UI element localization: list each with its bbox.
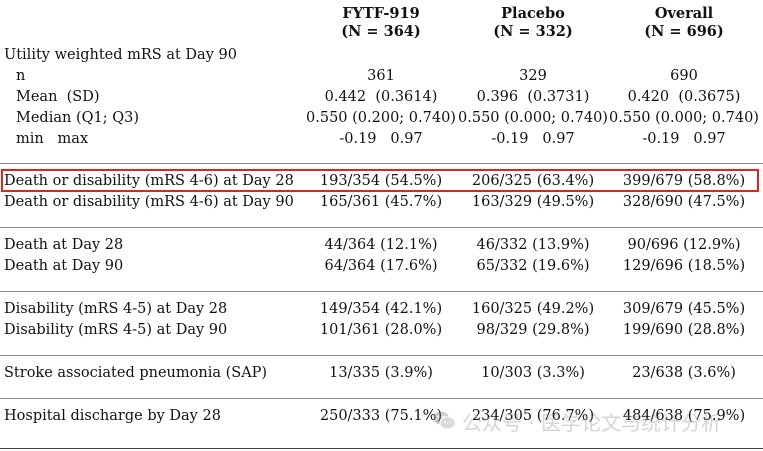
table-row: Median (Q1; Q3) 0.550 (0.200; 0.740) 0.5… [0,108,763,129]
cell-overall: -0.19 0.97 [642,131,726,147]
section-divider [0,355,763,356]
row-label: Mean (SD) [16,89,100,105]
cell-fytf919: 250/333 (75.1%) [319,408,443,424]
row-label: Hospital discharge by Day 28 [4,408,221,424]
cell-fytf919: 361 [367,68,395,84]
watermark: 公众号 · 医学论文与统计分析 [432,404,721,438]
table-row: Stroke associated pneumonia (SAP) 13/335… [0,363,763,384]
table-row: Hospital discharge by Day 28 250/333 (75… [0,406,763,427]
cell-overall: 484/638 (75.9%) [622,408,746,424]
row-label: Disability (mRS 4-5) at Day 28 [4,301,228,317]
row-label: Disability (mRS 4-5) at Day 90 [4,322,228,338]
table-row: Disability (mRS 4-5) at Day 28 149/354 (… [0,299,763,320]
row-label: Stroke associated pneumonia (SAP) [4,365,268,381]
row-label: Median (Q1; Q3) [16,110,139,126]
cell-fytf919: 64/364 (17.6%) [324,258,438,274]
cell-overall: 90/696 (12.9%) [627,237,741,253]
row-label: Utility weighted mRS at Day 90 [4,47,237,63]
cell-fytf919: 193/354 (54.5%) [319,173,443,189]
row-label: min max [16,131,89,147]
section-divider [0,163,763,164]
cell-fytf919: 13/335 (3.9%) [329,365,433,381]
table-row: Death or disability (mRS 4-6) at Day 90 … [0,192,763,213]
cell-fytf919: 149/354 (42.1%) [319,301,443,317]
cell-placebo: 163/329 (49.5%) [471,194,595,210]
section-divider [0,291,763,292]
cell-overall: 399/679 (58.8%) [622,173,746,189]
cell-fytf919: 101/361 (28.0%) [319,322,443,338]
cell-fytf919: -0.19 0.97 [339,131,423,147]
cell-fytf919: 0.442 (0.3614) [324,89,438,105]
row-label: Death or disability (mRS 4-6) at Day 90 [4,194,294,210]
cell-placebo: 329 [519,68,547,84]
table-row-highlighted: Death or disability (mRS 4-6) at Day 28 … [0,171,763,192]
column-header-name: Overall [654,5,714,22]
table-row: Mean (SD) 0.442 (0.3614) 0.396 (0.3731) … [0,87,763,108]
column-header-n: (N = 696) [644,23,724,40]
cell-placebo: 0.396 (0.3731) [476,89,590,105]
cell-overall: 23/638 (3.6%) [632,365,736,381]
cell-placebo: 206/325 (63.4%) [471,173,595,189]
column-header-n: (N = 364) [341,23,421,40]
cell-overall: 0.550 (0.000; 0.740) [609,110,759,126]
cell-overall: 309/679 (45.5%) [622,301,746,317]
table-row: Death at Day 28 44/364 (12.1%) 46/332 (1… [0,235,763,256]
cell-overall: 328/690 (47.5%) [622,194,746,210]
cell-placebo: 98/329 (29.8%) [476,322,590,338]
column-header-n: (N = 332) [493,23,573,40]
row-label: n [16,68,26,84]
table-row: n 361 329 690 [0,66,763,87]
row-label: Death or disability (mRS 4-6) at Day 28 [4,173,294,189]
section-divider [0,227,763,228]
watermark-text: 公众号 · 医学论文与统计分析 [462,410,722,435]
cell-overall: 690 [670,68,698,84]
cell-fytf919: 0.550 (0.200; 0.740) [306,110,456,126]
wechat-icon [432,410,456,432]
cell-placebo: 0.550 (0.000; 0.740) [458,110,608,126]
column-header-name: Placebo [501,5,565,22]
table-bottom-rule [0,448,763,449]
cell-overall: 0.420 (0.3675) [627,89,741,105]
column-header-name: FYTF-919 [342,5,420,22]
table-row: Disability (mRS 4-5) at Day 90 101/361 (… [0,320,763,341]
cell-overall: 129/696 (18.5%) [622,258,746,274]
column-header-placebo: Placebo (N = 332) [458,5,608,41]
column-header-overall: Overall (N = 696) [609,5,759,41]
cell-placebo: 46/332 (13.9%) [476,237,590,253]
table-row: min max -0.19 0.97 -0.19 0.97 -0.19 0.97 [0,129,763,150]
section-divider [0,398,763,399]
highlight-box [1,169,759,192]
cell-placebo: -0.19 0.97 [491,131,575,147]
cell-placebo: 160/325 (49.2%) [471,301,595,317]
column-header-fytf919: FYTF-919 (N = 364) [306,5,456,41]
section-title-utility: Utility weighted mRS at Day 90 [0,45,763,66]
row-label: Death at Day 90 [4,258,124,274]
table-row: Death at Day 90 64/364 (17.6%) 65/332 (1… [0,256,763,277]
cell-placebo: 234/305 (76.7%) [471,408,595,424]
cell-fytf919: 165/361 (45.7%) [319,194,443,210]
cell-overall: 199/690 (28.8%) [622,322,746,338]
cell-placebo: 10/303 (3.3%) [481,365,585,381]
cell-fytf919: 44/364 (12.1%) [324,237,438,253]
row-label: Death at Day 28 [4,237,124,253]
cell-placebo: 65/332 (19.6%) [476,258,590,274]
